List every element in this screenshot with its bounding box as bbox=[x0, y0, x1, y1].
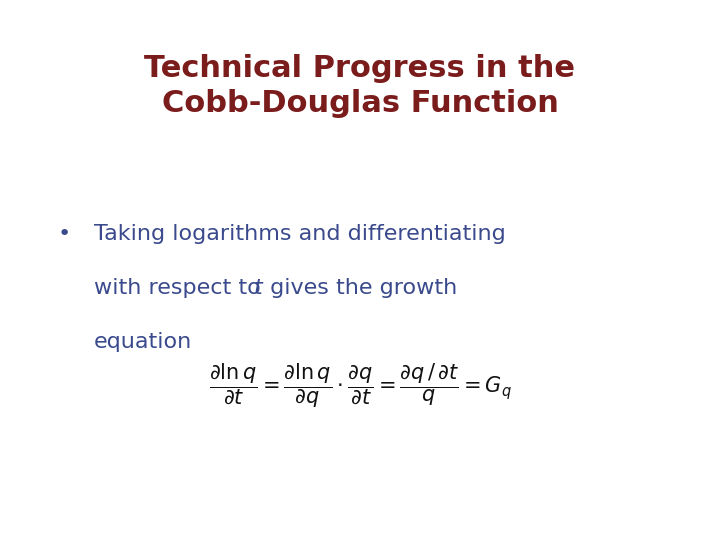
Text: Technical Progress in the
Cobb-Douglas Function: Technical Progress in the Cobb-Douglas F… bbox=[145, 54, 575, 118]
Text: •: • bbox=[58, 224, 71, 244]
Text: equation: equation bbox=[94, 332, 192, 352]
Text: with respect to: with respect to bbox=[94, 278, 267, 298]
Text: t: t bbox=[253, 278, 262, 298]
Text: gives the growth: gives the growth bbox=[263, 278, 457, 298]
Text: Taking logarithms and differentiating: Taking logarithms and differentiating bbox=[94, 224, 505, 244]
Text: $\dfrac{\partial \ln q}{\partial t} = \dfrac{\partial \ln q}{\partial q} \cdot \: $\dfrac{\partial \ln q}{\partial t} = \d… bbox=[209, 362, 511, 410]
